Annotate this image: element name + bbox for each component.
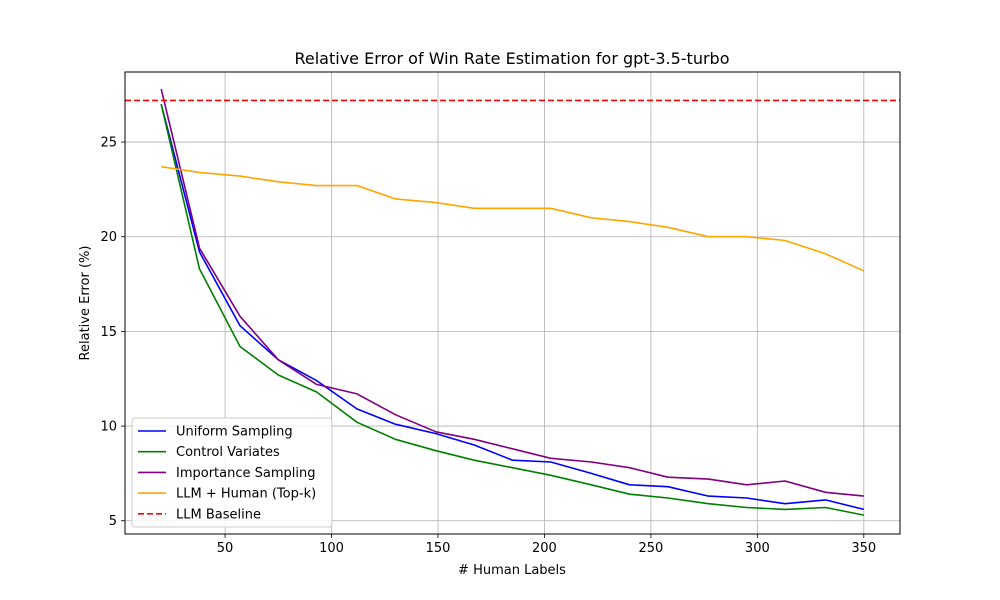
y-tick-label: 15: [100, 325, 117, 340]
x-tick-label: 100: [319, 541, 344, 556]
legend-box: [131, 417, 333, 528]
grid-lines: [125, 72, 900, 534]
y-tick-label: 20: [100, 230, 117, 245]
series-line-control-variates: [160, 104, 864, 516]
legend-label-llm-human-top-k: LLM + Human (Top-k): [176, 487, 316, 502]
axis-ticks: 50 100 150 200 250 300 350 5 10 15 20 25: [100, 136, 876, 556]
legend: Uniform Sampling Control Variates Importan…: [131, 417, 333, 528]
x-tick-label: 200: [532, 541, 557, 556]
series-lines: [125, 88, 900, 516]
x-axis-label: # Human Labels: [458, 563, 566, 578]
plot-area-frame: [124, 71, 901, 535]
x-tick-label: 250: [638, 541, 663, 556]
x-tick-label: 150: [426, 541, 451, 556]
y-tick-label: 5: [109, 514, 117, 529]
x-tick-label: 350: [851, 541, 876, 556]
series-line-llm-human-top-k: [161, 165, 865, 272]
y-tick-label: 10: [100, 420, 117, 435]
series-line-importance-sampling: [160, 88, 864, 497]
legend-label-llm-baseline: LLM Baseline: [176, 507, 261, 522]
y-axis-label: Relative Error (%): [78, 246, 93, 361]
legend-label-uniform-sampling: Uniform Sampling: [176, 425, 293, 440]
chart-title: Relative Error of Win Rate Estimation fo…: [294, 49, 729, 68]
legend-label-importance-sampling: Importance Sampling: [176, 466, 315, 481]
legend-label-control-variates: Control Variates: [176, 445, 280, 460]
x-tick-label: 300: [745, 541, 770, 556]
x-tick-label: 50: [217, 541, 234, 556]
y-tick-label: 25: [100, 136, 117, 151]
